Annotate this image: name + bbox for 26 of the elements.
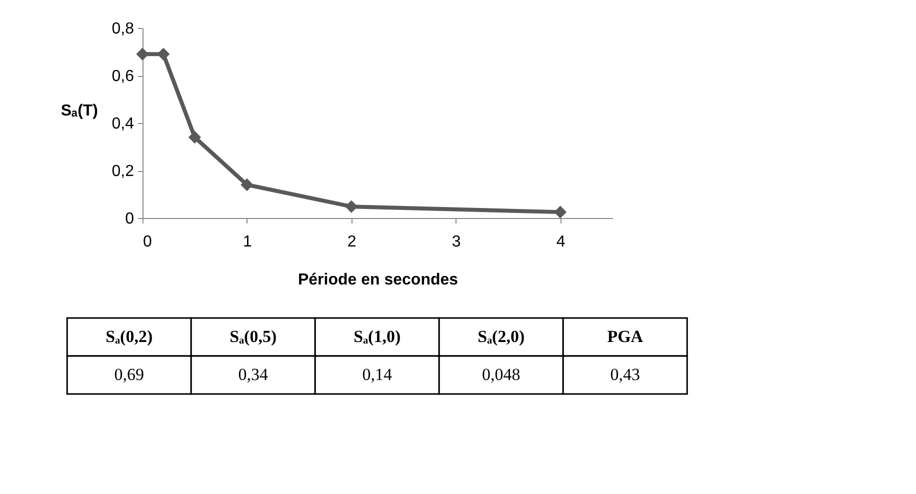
y-tick-label: 0,6: [112, 68, 134, 85]
x-tick-label: 3: [452, 234, 461, 250]
text: 0,34: [238, 365, 268, 384]
text: 0,43: [610, 365, 640, 384]
text: 0,048: [482, 365, 520, 384]
x-tick-label: 4: [556, 234, 566, 250]
x-tick-label: 0: [143, 234, 152, 250]
y-tick-label: 0,2: [112, 163, 134, 180]
y-axis-title: Sₐ(T): [60, 102, 98, 120]
text: 0,14: [362, 365, 392, 384]
text: Sₐ(0,5): [230, 327, 277, 346]
text: Sₐ(2,0): [478, 327, 525, 346]
y-tick-label: 0,4: [112, 116, 134, 132]
point: [157, 48, 170, 60]
x-axis-title: Période en secondes: [298, 272, 458, 288]
point: [240, 178, 254, 192]
text: Sₐ(0,2): [106, 327, 153, 346]
y-tick-label: 0: [125, 210, 134, 228]
point: [554, 206, 567, 218]
point: [188, 130, 202, 144]
x-tick-label: 1: [242, 234, 252, 250]
text: 0,69: [114, 365, 144, 384]
text: PGA: [607, 327, 644, 346]
x-tick-label: 2: [347, 234, 356, 250]
text: Sₐ(1,0): [354, 327, 401, 346]
y-tick-label: 0,8: [112, 20, 134, 38]
